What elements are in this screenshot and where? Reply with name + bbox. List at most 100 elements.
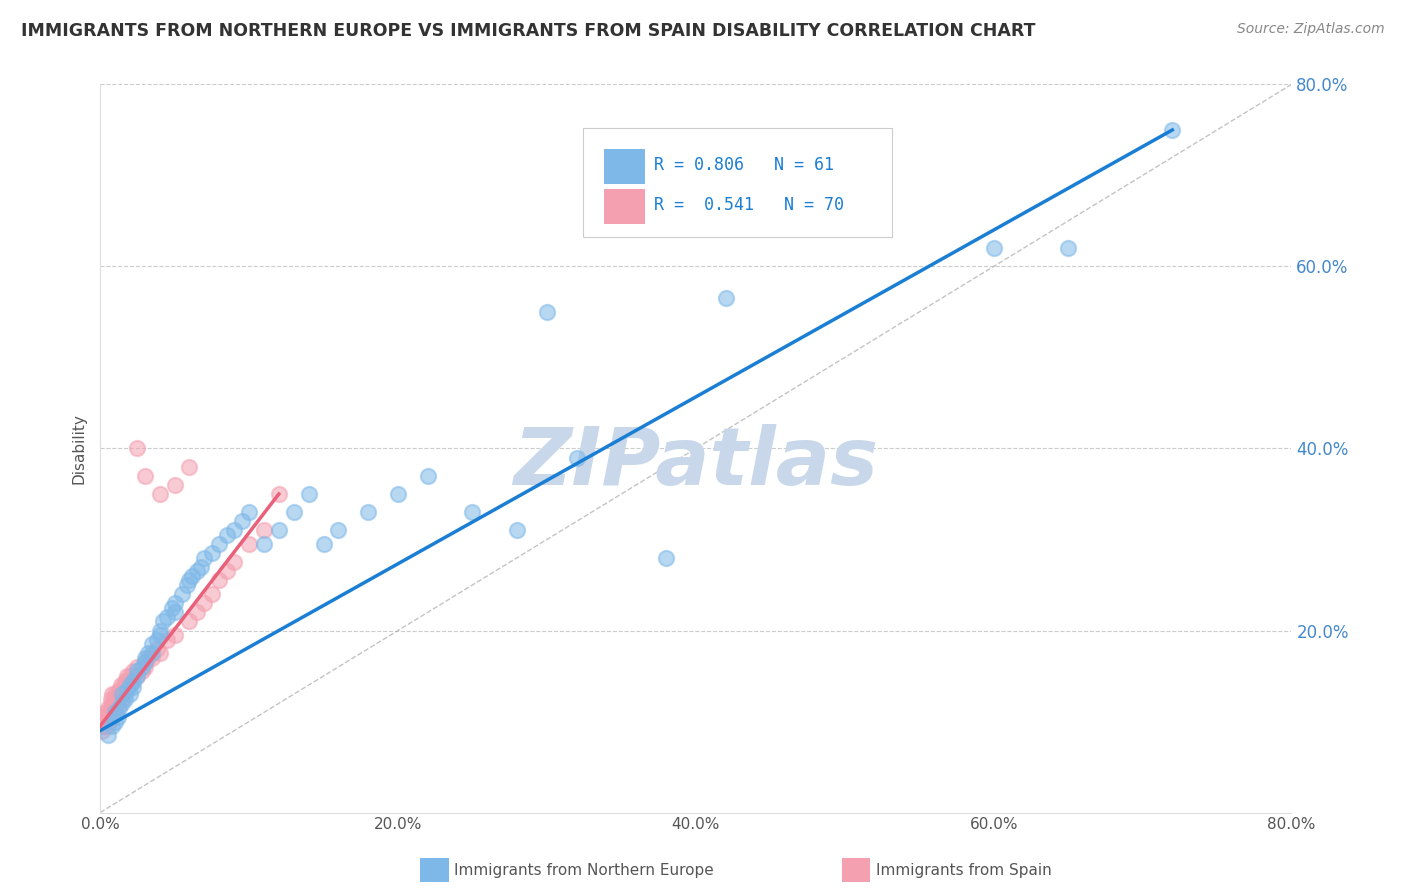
Point xyxy=(107,687,129,701)
Point xyxy=(97,710,120,724)
Point xyxy=(208,574,231,588)
Point xyxy=(163,478,186,492)
Point xyxy=(141,646,163,660)
Point xyxy=(101,719,124,733)
Point xyxy=(387,487,409,501)
Point xyxy=(104,687,127,701)
Point xyxy=(101,687,124,701)
Point xyxy=(141,650,163,665)
Text: Immigrants from Spain: Immigrants from Spain xyxy=(876,863,1052,878)
Point xyxy=(231,514,253,528)
FancyBboxPatch shape xyxy=(605,148,644,184)
Point xyxy=(193,596,215,610)
Point xyxy=(149,487,172,501)
Point xyxy=(714,291,737,305)
Point xyxy=(253,537,276,551)
Point xyxy=(105,691,128,706)
Point xyxy=(224,524,246,538)
Point xyxy=(136,650,159,665)
Point xyxy=(156,632,179,647)
Point xyxy=(114,682,136,697)
Point xyxy=(111,696,134,710)
Point xyxy=(170,587,193,601)
Point xyxy=(103,701,125,715)
Text: ZIPatlas: ZIPatlas xyxy=(513,424,879,502)
Point xyxy=(101,706,124,720)
Point xyxy=(127,665,149,679)
Point xyxy=(163,605,186,619)
Text: R =  0.541   N = 70: R = 0.541 N = 70 xyxy=(654,195,844,213)
Point xyxy=(118,678,141,692)
Point xyxy=(94,706,117,720)
Point xyxy=(104,696,127,710)
Point xyxy=(134,468,156,483)
Point xyxy=(215,528,238,542)
Point xyxy=(114,691,136,706)
Point xyxy=(312,537,335,551)
Point xyxy=(122,673,145,688)
Point xyxy=(100,701,122,715)
Point xyxy=(145,641,167,656)
Point xyxy=(115,669,138,683)
Point xyxy=(149,628,172,642)
Point xyxy=(94,714,117,729)
Point xyxy=(156,610,179,624)
Point xyxy=(127,660,149,674)
Point xyxy=(238,505,260,519)
Point xyxy=(141,637,163,651)
Point xyxy=(97,719,120,733)
Point xyxy=(416,468,439,483)
Point xyxy=(179,615,201,629)
Point xyxy=(112,678,135,692)
Point xyxy=(104,706,127,720)
Point xyxy=(152,615,174,629)
Point xyxy=(179,459,201,474)
Point xyxy=(136,646,159,660)
Point xyxy=(105,701,128,715)
Point xyxy=(238,537,260,551)
Point xyxy=(93,719,115,733)
FancyBboxPatch shape xyxy=(605,188,644,224)
Point xyxy=(328,524,350,538)
Point xyxy=(104,714,127,729)
Point xyxy=(134,656,156,670)
Point xyxy=(115,682,138,697)
Point xyxy=(181,569,204,583)
Point xyxy=(103,691,125,706)
Point xyxy=(91,714,114,729)
Point xyxy=(110,678,132,692)
Point xyxy=(163,596,186,610)
Point xyxy=(122,680,145,694)
Point xyxy=(145,632,167,647)
Point xyxy=(111,682,134,697)
Point xyxy=(536,305,558,319)
Point xyxy=(565,450,588,465)
Point xyxy=(127,442,149,456)
Point xyxy=(98,714,121,729)
Point xyxy=(122,665,145,679)
Point xyxy=(134,650,156,665)
Point xyxy=(100,710,122,724)
Point xyxy=(97,728,120,742)
Point xyxy=(117,673,139,688)
Point xyxy=(506,524,529,538)
Point xyxy=(983,241,1005,255)
Point xyxy=(655,550,678,565)
Point xyxy=(461,505,484,519)
Point xyxy=(110,687,132,701)
Point xyxy=(100,691,122,706)
Point xyxy=(111,691,134,706)
Text: R = 0.806   N = 61: R = 0.806 N = 61 xyxy=(654,155,834,174)
Point xyxy=(131,665,153,679)
Point xyxy=(107,710,129,724)
Point xyxy=(1057,241,1080,255)
FancyBboxPatch shape xyxy=(582,128,893,237)
Text: IMMIGRANTS FROM NORTHERN EUROPE VS IMMIGRANTS FROM SPAIN DISABILITY CORRELATION : IMMIGRANTS FROM NORTHERN EUROPE VS IMMIG… xyxy=(21,22,1036,40)
Point xyxy=(134,660,156,674)
Point xyxy=(104,706,127,720)
Point xyxy=(118,669,141,683)
Point xyxy=(186,565,208,579)
Point xyxy=(108,701,131,715)
Point xyxy=(108,682,131,697)
Point xyxy=(90,723,112,738)
